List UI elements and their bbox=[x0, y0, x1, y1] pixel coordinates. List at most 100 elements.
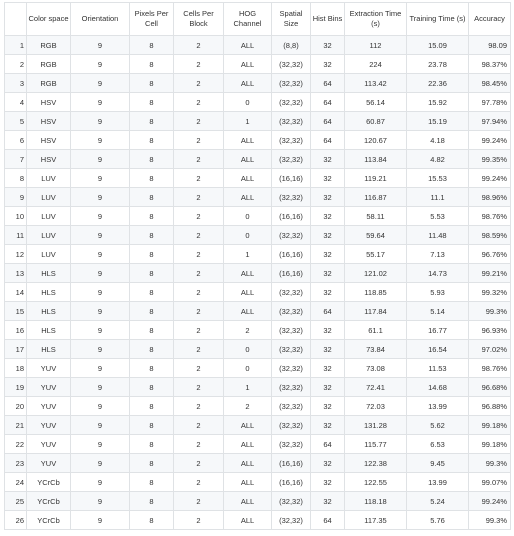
cell-row-index: 12 bbox=[4, 244, 27, 264]
cell-hog-channel: ALL bbox=[223, 434, 272, 454]
cell-training-time: 5.24 bbox=[406, 491, 469, 511]
cell-hist-bins: 32 bbox=[310, 472, 345, 492]
header-pixels-per-cell: Pixels Per Cell bbox=[129, 2, 174, 36]
cell-extraction-time: 113.42 bbox=[344, 73, 407, 93]
cell-hog-channel: ALL bbox=[223, 510, 272, 530]
cell-color-space: YCrCb bbox=[26, 510, 71, 530]
cell-pixels-per-cell: 8 bbox=[129, 187, 174, 207]
table-row: 10 LUV 9 8 2 0 (16,16) 32 58.11 5.53 98.76% bbox=[4, 206, 511, 226]
cell-hog-channel: ALL bbox=[223, 472, 272, 492]
cell-accuracy: 96.93% bbox=[468, 320, 511, 340]
cell-accuracy: 99.3% bbox=[468, 510, 511, 530]
cell-training-time: 6.53 bbox=[406, 434, 469, 454]
table-row: 21 YUV 9 8 2 ALL (32,32) 32 131.28 5.62 99.18% bbox=[4, 415, 511, 435]
cell-cells-per-block: 2 bbox=[173, 301, 224, 321]
cell-accuracy: 96.88% bbox=[468, 396, 511, 416]
cell-extraction-time: 118.18 bbox=[344, 491, 407, 511]
cell-accuracy: 97.02% bbox=[468, 339, 511, 359]
table-row: 23 YUV 9 8 2 ALL (16,16) 32 122.38 9.45 99.3% bbox=[4, 453, 511, 473]
cell-spatial-size: (8,8) bbox=[271, 35, 311, 55]
cell-training-time: 11.53 bbox=[406, 358, 469, 378]
cell-row-index: 22 bbox=[4, 434, 27, 454]
cell-spatial-size: (32,32) bbox=[271, 111, 311, 131]
cell-color-space: HSV bbox=[26, 149, 71, 169]
header-training-time: Training Time (s) bbox=[406, 2, 469, 36]
cell-extraction-time: 112 bbox=[344, 35, 407, 55]
cell-row-index: 17 bbox=[4, 339, 27, 359]
cell-training-time: 11.1 bbox=[406, 187, 469, 207]
cell-spatial-size: (32,32) bbox=[271, 130, 311, 150]
cell-hog-channel: ALL bbox=[223, 282, 272, 302]
cell-training-time: 11.48 bbox=[406, 225, 469, 245]
cell-cells-per-block: 2 bbox=[173, 225, 224, 245]
cell-cells-per-block: 2 bbox=[173, 35, 224, 55]
cell-accuracy: 99.32% bbox=[468, 282, 511, 302]
cell-color-space: RGB bbox=[26, 54, 71, 74]
cell-pixels-per-cell: 8 bbox=[129, 491, 174, 511]
cell-training-time: 15.53 bbox=[406, 168, 469, 188]
cell-training-time: 5.53 bbox=[406, 206, 469, 226]
cell-hist-bins: 32 bbox=[310, 396, 345, 416]
cell-pixels-per-cell: 8 bbox=[129, 339, 174, 359]
cell-extraction-time: 73.84 bbox=[344, 339, 407, 359]
cell-hist-bins: 64 bbox=[310, 111, 345, 131]
cell-hog-channel: 0 bbox=[223, 358, 272, 378]
cell-training-time: 5.14 bbox=[406, 301, 469, 321]
cell-extraction-time: 116.87 bbox=[344, 187, 407, 207]
cell-accuracy: 98.37% bbox=[468, 54, 511, 74]
cell-spatial-size: (32,32) bbox=[271, 339, 311, 359]
cell-orientation: 9 bbox=[70, 320, 130, 340]
cell-cells-per-block: 2 bbox=[173, 510, 224, 530]
cell-row-index: 18 bbox=[4, 358, 27, 378]
header-spatial-size: Spatial Size bbox=[271, 2, 311, 36]
cell-training-time: 22.36 bbox=[406, 73, 469, 93]
cell-hist-bins: 32 bbox=[310, 358, 345, 378]
cell-orientation: 9 bbox=[70, 111, 130, 131]
header-accuracy: Accuracy bbox=[468, 2, 511, 36]
cell-row-index: 7 bbox=[4, 149, 27, 169]
cell-hog-channel: ALL bbox=[223, 35, 272, 55]
table-row: 18 YUV 9 8 2 0 (32,32) 32 73.08 11.53 98.76% bbox=[4, 358, 511, 378]
cell-pixels-per-cell: 8 bbox=[129, 510, 174, 530]
table-row: 16 HLS 9 8 2 2 (32,32) 32 61.1 16.77 96.93% bbox=[4, 320, 511, 340]
cell-extraction-time: 224 bbox=[344, 54, 407, 74]
cell-color-space: YUV bbox=[26, 358, 71, 378]
table-header-row: Color space Orientation Pixels Per Cell … bbox=[4, 2, 511, 36]
cell-extraction-time: 60.87 bbox=[344, 111, 407, 131]
cell-orientation: 9 bbox=[70, 225, 130, 245]
table-row: 15 HLS 9 8 2 ALL (32,32) 64 117.84 5.14 99.3% bbox=[4, 301, 511, 321]
table-row: 25 YCrCb 9 8 2 ALL (32,32) 32 118.18 5.24 99.24% bbox=[4, 491, 511, 511]
cell-pixels-per-cell: 8 bbox=[129, 244, 174, 264]
table-row: 8 LUV 9 8 2 ALL (16,16) 32 119.21 15.53 99.24% bbox=[4, 168, 511, 188]
cell-pixels-per-cell: 8 bbox=[129, 472, 174, 492]
cell-row-index: 21 bbox=[4, 415, 27, 435]
cell-orientation: 9 bbox=[70, 301, 130, 321]
cell-accuracy: 98.76% bbox=[468, 358, 511, 378]
cell-row-index: 5 bbox=[4, 111, 27, 131]
cell-hist-bins: 32 bbox=[310, 149, 345, 169]
cell-color-space: LUV bbox=[26, 206, 71, 226]
cell-hog-channel: ALL bbox=[223, 453, 272, 473]
cell-color-space: HSV bbox=[26, 92, 71, 112]
cell-row-index: 15 bbox=[4, 301, 27, 321]
cell-pixels-per-cell: 8 bbox=[129, 73, 174, 93]
cell-pixels-per-cell: 8 bbox=[129, 263, 174, 283]
cell-orientation: 9 bbox=[70, 415, 130, 435]
cell-hist-bins: 64 bbox=[310, 92, 345, 112]
cell-row-index: 8 bbox=[4, 168, 27, 188]
cell-extraction-time: 72.41 bbox=[344, 377, 407, 397]
cell-orientation: 9 bbox=[70, 54, 130, 74]
cell-training-time: 14.68 bbox=[406, 377, 469, 397]
cell-hog-channel: 1 bbox=[223, 111, 272, 131]
cell-training-time: 16.77 bbox=[406, 320, 469, 340]
cell-accuracy: 99.24% bbox=[468, 168, 511, 188]
cell-hist-bins: 64 bbox=[310, 130, 345, 150]
cell-orientation: 9 bbox=[70, 396, 130, 416]
cell-training-time: 5.62 bbox=[406, 415, 469, 435]
cell-training-time: 15.09 bbox=[406, 35, 469, 55]
cell-row-index: 4 bbox=[4, 92, 27, 112]
cell-row-index: 9 bbox=[4, 187, 27, 207]
cell-extraction-time: 120.67 bbox=[344, 130, 407, 150]
table-row: 24 YCrCb 9 8 2 ALL (16,16) 32 122.55 13.99 99.07% bbox=[4, 472, 511, 492]
cell-extraction-time: 117.35 bbox=[344, 510, 407, 530]
